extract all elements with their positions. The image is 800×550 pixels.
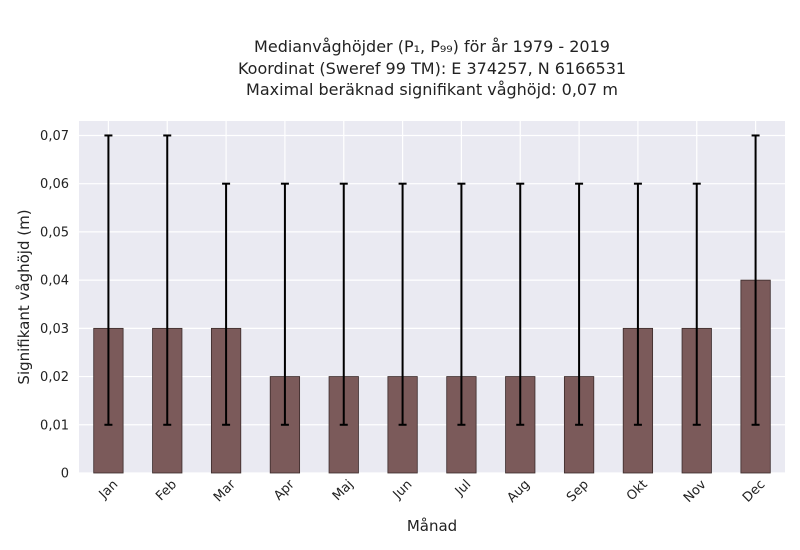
- y-axis-ticks: 0 0,01 0,02 0,03 0,04 0,05 0,06 0,07: [40, 129, 69, 482]
- y-tick-label: 0,01: [40, 418, 69, 433]
- error-bars: [104, 134, 760, 426]
- error-bar-apr: [280, 182, 289, 426]
- error-bar-aug: [516, 182, 525, 426]
- y-tick-label: 0,04: [40, 274, 69, 289]
- error-bar-jun: [398, 182, 407, 426]
- y-tick-label: 0: [61, 467, 69, 482]
- x-tick-label: Jul: [452, 477, 474, 499]
- chart-title: Medianvåghöjder (P₁, P₉₉) för år 1979 - …: [238, 37, 626, 99]
- x-tick-label: Jan: [96, 477, 121, 502]
- y-tick-label: 0,03: [40, 322, 69, 337]
- title-line-1: Medianvåghöjder (P₁, P₉₉) för år 1979 - …: [254, 37, 610, 56]
- x-tick-label: Apr: [271, 477, 298, 504]
- error-bar-maj: [339, 182, 348, 426]
- error-bar-mar: [222, 182, 231, 426]
- error-bar-jan: [104, 134, 113, 426]
- y-tick-label: 0,06: [40, 177, 69, 192]
- y-tick-label: 0,05: [40, 225, 69, 240]
- error-bar-okt: [633, 182, 642, 426]
- x-tick-label: Feb: [153, 477, 180, 504]
- error-bar-dec: [751, 134, 760, 426]
- x-tick-label: Nov: [681, 477, 710, 506]
- x-tick-label: Mar: [211, 477, 239, 505]
- title-line-3: Maximal beräknad signifikant våghöjd: 0,…: [246, 80, 618, 99]
- x-tick-label: Aug: [505, 477, 534, 506]
- error-bar-jul: [457, 182, 466, 426]
- x-axis-ticks: Jan Feb Mar Apr Maj Jun Jul Aug Sep Okt Nov Dec: [96, 477, 769, 506]
- x-tick-label: Maj: [330, 477, 357, 504]
- error-bar-sep: [575, 182, 584, 426]
- error-bar-nov: [692, 182, 701, 426]
- y-axis-label: Signifikant våghöjd (m): [15, 209, 33, 384]
- title-line-2: Koordinat (Sweref 99 TM): E 374257, N 61…: [238, 59, 626, 78]
- y-tick-label: 0,02: [40, 370, 69, 385]
- error-bar-feb: [163, 134, 172, 426]
- x-tick-label: Okt: [624, 477, 651, 504]
- x-tick-label: Dec: [740, 477, 768, 505]
- plot-area: [79, 121, 785, 473]
- x-axis-label: Månad: [407, 517, 457, 535]
- x-tick-label: Sep: [564, 477, 592, 505]
- y-tick-label: 0,07: [40, 129, 69, 144]
- x-tick-label: Jun: [390, 477, 416, 503]
